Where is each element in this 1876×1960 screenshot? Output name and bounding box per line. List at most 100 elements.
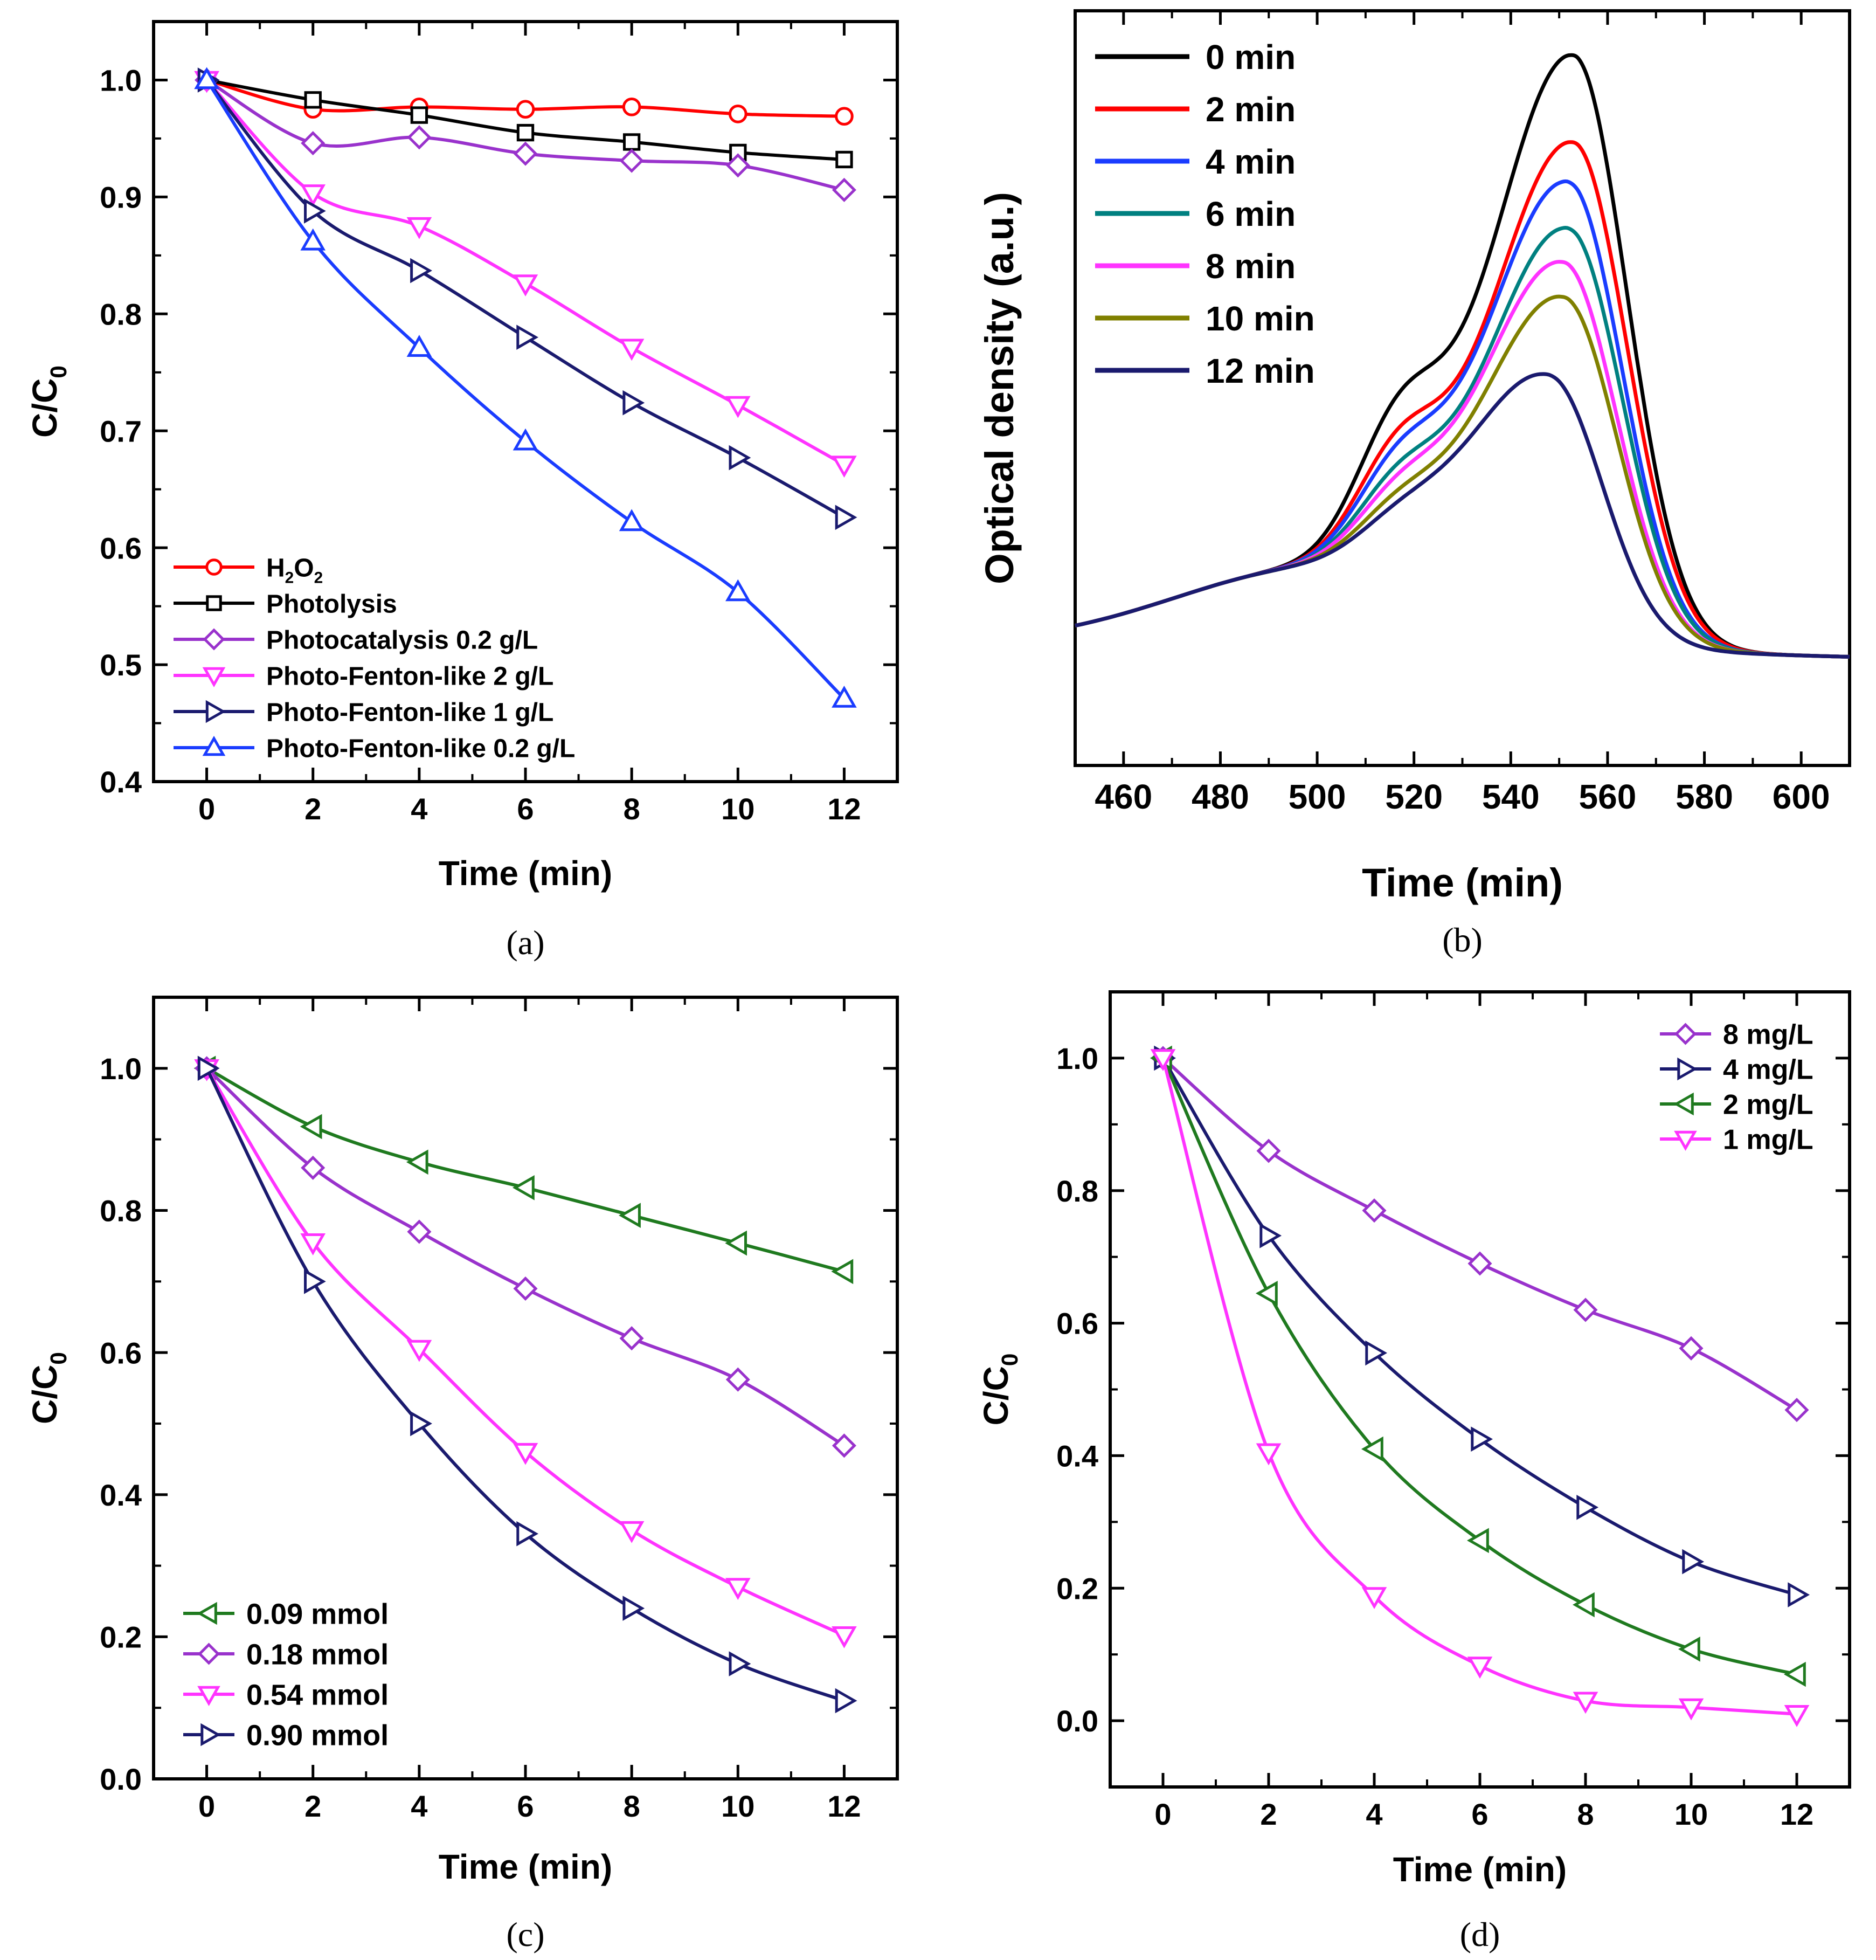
data-point: [410, 258, 432, 284]
panel-caption: (b): [1442, 921, 1483, 959]
data-point: [1466, 1528, 1489, 1554]
data-point: [1150, 1049, 1176, 1071]
data-point: [1783, 1661, 1806, 1687]
data-point: [1784, 1398, 1809, 1423]
x-tick-label: 4: [1366, 1797, 1382, 1831]
data-point: [197, 1055, 220, 1081]
x-tick-label: 8: [624, 792, 640, 826]
data-point: [832, 1626, 857, 1648]
y-tick-label: 0.5: [100, 648, 142, 682]
legend-label: 1 mg/L: [1723, 1124, 1813, 1156]
data-point: [725, 396, 751, 418]
series-0-18-mmol: [195, 1056, 856, 1458]
legend-item: 10 min: [1095, 299, 1315, 338]
y-axis-title-main: C/C: [25, 378, 64, 438]
spectrum-8-min: [1075, 260, 1850, 659]
data-point: [1678, 1636, 1700, 1662]
data-point: [300, 184, 326, 206]
data-point: [513, 1276, 538, 1301]
y-axis-title-subscript: 0: [997, 1354, 1022, 1367]
x-tick-label: 4: [411, 1789, 427, 1823]
data-point: [619, 1521, 645, 1543]
y-tick-label: 0.6: [1056, 1307, 1098, 1341]
legend-label: 4 mg/L: [1723, 1054, 1813, 1086]
y-tick-label: 0.6: [100, 531, 142, 565]
data-point: [835, 150, 853, 169]
data-point: [1467, 1657, 1493, 1679]
data-point: [513, 274, 538, 296]
series-2-mg-l: [1150, 1045, 1806, 1687]
data-point: [729, 445, 751, 471]
x-tick-label: 0: [1154, 1797, 1171, 1831]
data-point: [407, 125, 432, 150]
legend-marker: [1677, 1057, 1698, 1081]
legend-marker: [1673, 1092, 1694, 1116]
x-tick-label: 12: [827, 792, 861, 826]
data-point: [619, 1203, 641, 1229]
y-tick-label: 0.9: [100, 181, 142, 215]
legend-label: Photo-Fenton-like 0.2 g/L: [266, 734, 575, 763]
legend-marker: [205, 558, 223, 576]
legend-item: 0 min: [1095, 38, 1296, 77]
data-point: [725, 1230, 747, 1256]
y-tick-label: 0.8: [1056, 1174, 1098, 1208]
legend-item: Photo-Fenton-like 1 g/L: [174, 698, 553, 727]
data-point: [835, 107, 854, 126]
data-point: [516, 100, 535, 119]
data-point: [725, 1367, 750, 1392]
data-point: [513, 141, 538, 166]
data-point: [513, 1443, 538, 1465]
data-point: [1467, 1251, 1492, 1276]
data-point: [1679, 1336, 1704, 1361]
y-axis-title: C/C0: [25, 365, 71, 438]
legend-item: 0.09 mmol: [183, 1598, 389, 1630]
x-tick-label: 0: [198, 792, 215, 826]
data-point: [1362, 1198, 1387, 1223]
data-point: [1256, 1443, 1282, 1466]
legend-label-subscript: 2: [314, 569, 323, 586]
legend-label: Photolysis: [266, 590, 397, 618]
legend: 8 mg/L4 mg/L2 mg/L1 mg/L: [1660, 1019, 1813, 1156]
data-point: [406, 335, 432, 357]
data-point: [406, 1340, 432, 1362]
legend-marker: [1674, 1023, 1697, 1045]
y-tick-label: 1.0: [100, 1052, 142, 1086]
y-tick-label: 1.0: [100, 64, 142, 98]
data-point: [304, 91, 322, 109]
legend-label: 2 min: [1206, 90, 1296, 129]
x-tick-label: 8: [1577, 1797, 1594, 1831]
x-tick-label: 6: [517, 1789, 534, 1823]
y-axis-title: C/C0: [977, 1354, 1022, 1426]
spectrum-4-min: [1075, 179, 1850, 659]
data-point: [832, 177, 856, 202]
series-line: [1161, 1057, 1797, 1676]
data-point: [1361, 1587, 1387, 1610]
legend-label: Photo-Fenton-like 2 g/L: [266, 662, 553, 691]
data-point: [619, 148, 644, 173]
chart-panel-b: 460 480 500 520 540 560 580 600 Time (min) Optica…: [977, 9, 1851, 959]
data-point: [1573, 1298, 1598, 1322]
data-point: [832, 456, 857, 478]
series-1-mg-l: [1150, 1049, 1810, 1727]
legend-label: 6 min: [1206, 195, 1296, 233]
data-point: [516, 123, 535, 142]
x-tick-label: 520: [1385, 777, 1443, 816]
y-axis-title-subscript: 0: [46, 1352, 71, 1365]
series-line: [205, 1067, 845, 1702]
series-line: [1161, 1058, 1797, 1716]
y-axis-title: C/C0: [25, 1352, 71, 1424]
legend-label-subscript: 2: [285, 569, 294, 586]
data-point: [1573, 1692, 1598, 1714]
x-tick-label: 500: [1289, 777, 1346, 816]
chart-panel-a: 0 2 4 6 8 10 12 0.4 0.5 0.6 0.7 0.8 0.9 1.0 Time (min)…: [25, 20, 899, 962]
y-tick-label: 0.4: [100, 1478, 142, 1512]
data-point: [832, 1433, 856, 1458]
legend-item: 8 mg/L: [1660, 1019, 1813, 1051]
y-tick-label: 0.8: [100, 1194, 142, 1228]
x-axis-title: Time (min): [1362, 860, 1563, 905]
data-point: [512, 1175, 535, 1200]
legend-label: 2 mg/L: [1723, 1089, 1813, 1121]
data-point: [301, 1155, 326, 1180]
data-point: [1682, 1549, 1705, 1575]
legend-item: 4 mg/L: [1660, 1054, 1813, 1086]
